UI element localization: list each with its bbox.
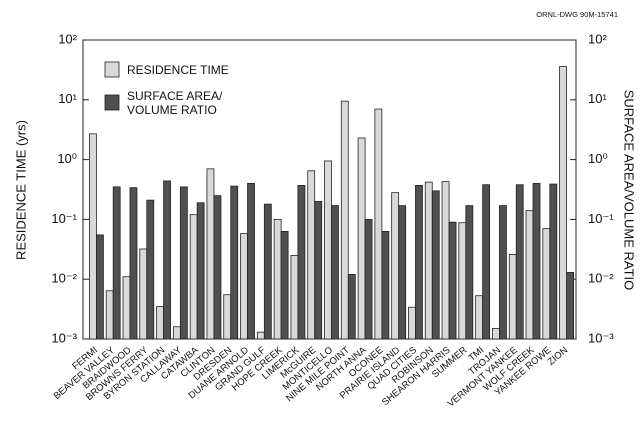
y2-tick-label: 10⁻² — [588, 271, 614, 286]
y2-tick-label: 10⁻¹ — [588, 211, 614, 226]
bar — [156, 306, 164, 340]
bar — [448, 221, 457, 340]
bar — [314, 200, 323, 340]
bar — [240, 233, 248, 340]
bar — [391, 192, 400, 340]
bar — [139, 248, 148, 340]
legend-swatch — [104, 94, 120, 111]
bar — [129, 187, 138, 340]
bar — [172, 326, 181, 340]
x-tick-label: ZION — [546, 345, 571, 368]
bar — [398, 205, 407, 340]
bar — [441, 181, 450, 340]
bar — [424, 181, 433, 340]
legend-label: SURFACE AREA/ VOLUME RATIO — [127, 89, 223, 117]
bar — [566, 271, 575, 340]
bar — [340, 100, 349, 340]
bar — [431, 190, 440, 340]
y-tick-label: 10⁻² — [51, 271, 77, 286]
bar — [297, 185, 306, 340]
bar — [196, 202, 205, 340]
bar — [206, 168, 215, 340]
bar — [408, 306, 416, 340]
legend-swatch — [104, 61, 120, 78]
y-tick-label: 10⁻¹ — [51, 211, 77, 226]
y-axis-label: RESIDENCE TIME (yrs) — [13, 120, 28, 260]
bar — [415, 185, 423, 340]
bar — [458, 222, 467, 340]
bar — [263, 203, 272, 340]
bar — [189, 214, 198, 340]
bar — [146, 199, 155, 340]
bar — [381, 230, 390, 340]
bar — [273, 218, 282, 340]
bar — [105, 290, 114, 340]
bar — [230, 185, 239, 340]
bar — [307, 170, 316, 340]
y-tick-label: 10¹ — [58, 91, 77, 106]
bar — [532, 182, 541, 340]
bar — [492, 328, 500, 340]
y2-tick-label: 10⁰ — [588, 151, 608, 166]
bar — [364, 218, 373, 340]
y-tick-label: 10⁻³ — [51, 330, 77, 345]
bar — [465, 205, 474, 340]
bar — [515, 184, 524, 340]
bar — [163, 180, 171, 340]
y-tick-label: 10⁰ — [57, 151, 77, 166]
bar — [374, 108, 383, 340]
bar — [559, 66, 568, 340]
bar — [88, 133, 97, 340]
bar — [247, 182, 255, 340]
bar — [256, 331, 265, 340]
bar — [179, 186, 188, 340]
bar — [95, 234, 104, 340]
y2-tick-label: 10² — [588, 31, 607, 46]
bar — [549, 183, 558, 340]
bar — [347, 274, 356, 340]
bar — [331, 205, 339, 340]
y2-axis-label: SURFACE AREA/VOLUME RATIO — [622, 90, 637, 291]
legend-label: RESIDENCE TIME — [127, 63, 229, 77]
bar — [499, 205, 507, 340]
y2-tick-label: 10¹ — [588, 91, 607, 106]
bar — [213, 195, 222, 340]
y2-tick-label: 10⁻³ — [588, 330, 614, 345]
bar — [324, 160, 332, 340]
bar — [508, 253, 517, 340]
bar — [280, 230, 289, 340]
bar — [482, 184, 491, 340]
note: ORNL-DWG 90M-15741 — [536, 10, 618, 19]
bar — [525, 210, 534, 340]
bar — [357, 137, 366, 340]
y-tick-label: 10² — [58, 31, 77, 46]
bar — [475, 295, 484, 340]
bar — [223, 294, 232, 340]
bar — [122, 276, 131, 340]
bar — [112, 186, 121, 340]
bar — [290, 255, 299, 340]
bar — [542, 228, 551, 340]
